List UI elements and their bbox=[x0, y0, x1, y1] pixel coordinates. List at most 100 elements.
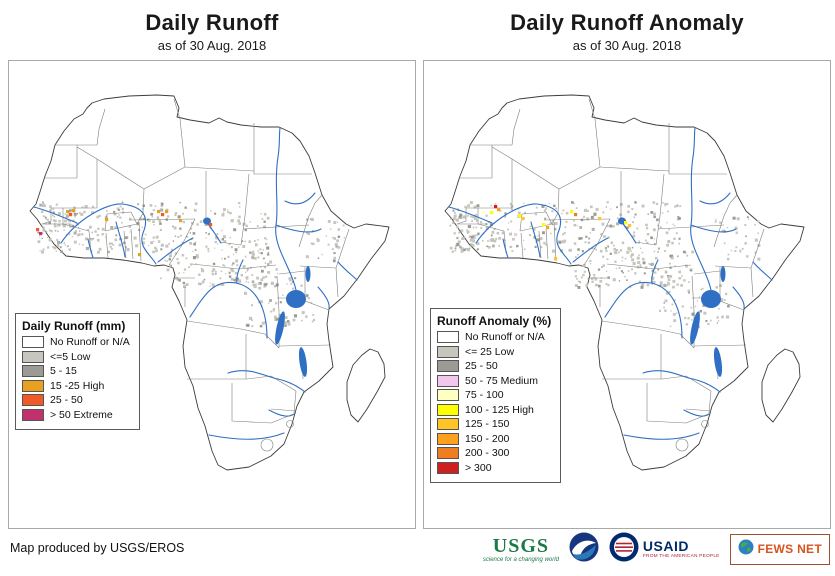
legend-item: > 50 Extreme bbox=[22, 408, 130, 421]
runoff-pixel bbox=[672, 313, 676, 316]
runoff-pixel bbox=[54, 229, 57, 232]
runoff-pixel bbox=[251, 280, 255, 283]
runoff-pixel bbox=[222, 264, 225, 266]
runoff-pixel bbox=[638, 280, 642, 283]
runoff-pixel bbox=[672, 223, 674, 225]
runoff-pixel bbox=[672, 279, 676, 283]
runoff-pixel bbox=[234, 279, 238, 283]
runoff-pixel bbox=[104, 216, 108, 220]
runoff-pixel bbox=[310, 242, 313, 245]
runoff-pixel bbox=[664, 204, 667, 207]
runoff-pixel bbox=[667, 278, 671, 282]
runoff-pixel bbox=[305, 294, 309, 297]
runoff-pixel bbox=[257, 256, 260, 259]
runoff-pixel bbox=[746, 255, 749, 258]
runoff-pixel bbox=[153, 240, 155, 242]
runoff-pixel bbox=[671, 254, 674, 257]
runoff-pixel bbox=[113, 212, 117, 216]
map-credit: Map produced by USGS/EROS bbox=[10, 541, 185, 555]
runoff-pixel bbox=[498, 237, 501, 240]
runoff-pixel bbox=[548, 202, 550, 205]
runoff-pixel bbox=[233, 228, 237, 232]
runoff-pixel bbox=[258, 281, 262, 285]
runoff-pixel bbox=[646, 283, 650, 287]
runoff-pixel bbox=[236, 264, 239, 267]
runoff-pixel bbox=[645, 223, 648, 227]
runoff-pixel bbox=[149, 204, 153, 207]
runoff-pixel bbox=[183, 284, 187, 288]
runoff-pixel bbox=[591, 227, 595, 231]
runoff-pixel bbox=[168, 254, 172, 258]
runoff-pixel bbox=[564, 226, 567, 229]
runoff-pixel bbox=[211, 272, 215, 276]
runoff-pixel bbox=[244, 291, 248, 295]
runoff-pixel bbox=[178, 272, 180, 274]
runoff-pixel bbox=[587, 241, 591, 244]
runoff-pixel bbox=[504, 212, 507, 215]
runoff-pixel bbox=[327, 220, 331, 223]
runoff-pixel bbox=[523, 239, 525, 241]
runoff-hotspot bbox=[69, 213, 73, 217]
runoff-pixel bbox=[220, 270, 223, 273]
runoff-pixel bbox=[272, 308, 276, 311]
runoff-pixel bbox=[119, 243, 122, 246]
runoff-pixel bbox=[54, 219, 57, 223]
runoff-pixel bbox=[192, 250, 194, 252]
runoff-pixel bbox=[681, 275, 683, 277]
runoff-pixel bbox=[603, 235, 606, 238]
runoff-pixel bbox=[485, 223, 488, 226]
runoff-pixel bbox=[678, 277, 680, 280]
runoff-pixel bbox=[106, 210, 108, 212]
runoff-pixel bbox=[245, 271, 247, 273]
runoff-pixel bbox=[593, 273, 596, 276]
runoff-pixel bbox=[331, 248, 334, 251]
runoff-pixel bbox=[237, 219, 241, 223]
runoff-pixel bbox=[53, 215, 56, 218]
runoff-pixel bbox=[667, 210, 669, 213]
runoff-pixel bbox=[327, 243, 330, 246]
runoff-pixel bbox=[85, 246, 89, 251]
runoff-pixel bbox=[214, 247, 216, 249]
legend-items: No Runoff or N/A <= 25 Low 25 - 50 50 - 75 … bbox=[437, 331, 551, 474]
runoff-pixel bbox=[454, 247, 457, 250]
runoff-pixel bbox=[276, 272, 279, 275]
runoff-pixel bbox=[652, 280, 656, 284]
legend-title: Runoff Anomaly (%) bbox=[437, 314, 552, 328]
runoff-pixel bbox=[228, 243, 231, 246]
runoff-pixel bbox=[159, 228, 162, 231]
runoff-anomaly-map: Runoff Anomaly (%) No Runoff or N/A <= 25… bbox=[423, 60, 831, 529]
runoff-pixel bbox=[292, 280, 294, 283]
runoff-pixel bbox=[181, 254, 185, 257]
legend-swatch bbox=[22, 365, 44, 377]
runoff-pixel bbox=[476, 242, 480, 245]
runoff-pixel bbox=[179, 227, 182, 230]
runoff-pixel bbox=[612, 278, 616, 282]
runoff-pixel bbox=[212, 268, 216, 272]
runoff-pixel bbox=[732, 216, 736, 220]
right-map-subtitle: as of 30 Aug. 2018 bbox=[572, 38, 682, 53]
runoff-pixel bbox=[164, 259, 167, 262]
runoff-pixel bbox=[233, 278, 236, 282]
runoff-pixel bbox=[214, 240, 217, 244]
runoff-pixel bbox=[264, 262, 267, 264]
runoff-pixel bbox=[284, 324, 287, 327]
runoff-pixel bbox=[715, 286, 718, 289]
runoff-pixel bbox=[646, 241, 649, 244]
runoff-pixel bbox=[499, 209, 502, 212]
runoff-pixel bbox=[605, 248, 607, 250]
runoff-pixel bbox=[616, 222, 620, 226]
runoff-pixel bbox=[212, 262, 216, 266]
runoff-pixel bbox=[662, 285, 664, 287]
runoff-pixel bbox=[205, 245, 208, 248]
runoff-pixel bbox=[554, 222, 558, 226]
runoff-pixel bbox=[174, 212, 178, 215]
runoff-pixel bbox=[124, 236, 128, 240]
runoff-pixel bbox=[288, 277, 292, 281]
runoff-pixel bbox=[482, 240, 484, 242]
runoff-pixel bbox=[97, 227, 100, 230]
runoff-pixel bbox=[598, 284, 601, 288]
runoff-pixel bbox=[659, 284, 662, 287]
runoff-pixel bbox=[471, 237, 474, 240]
runoff-pixel bbox=[488, 245, 491, 249]
runoff-pixel bbox=[471, 220, 473, 223]
